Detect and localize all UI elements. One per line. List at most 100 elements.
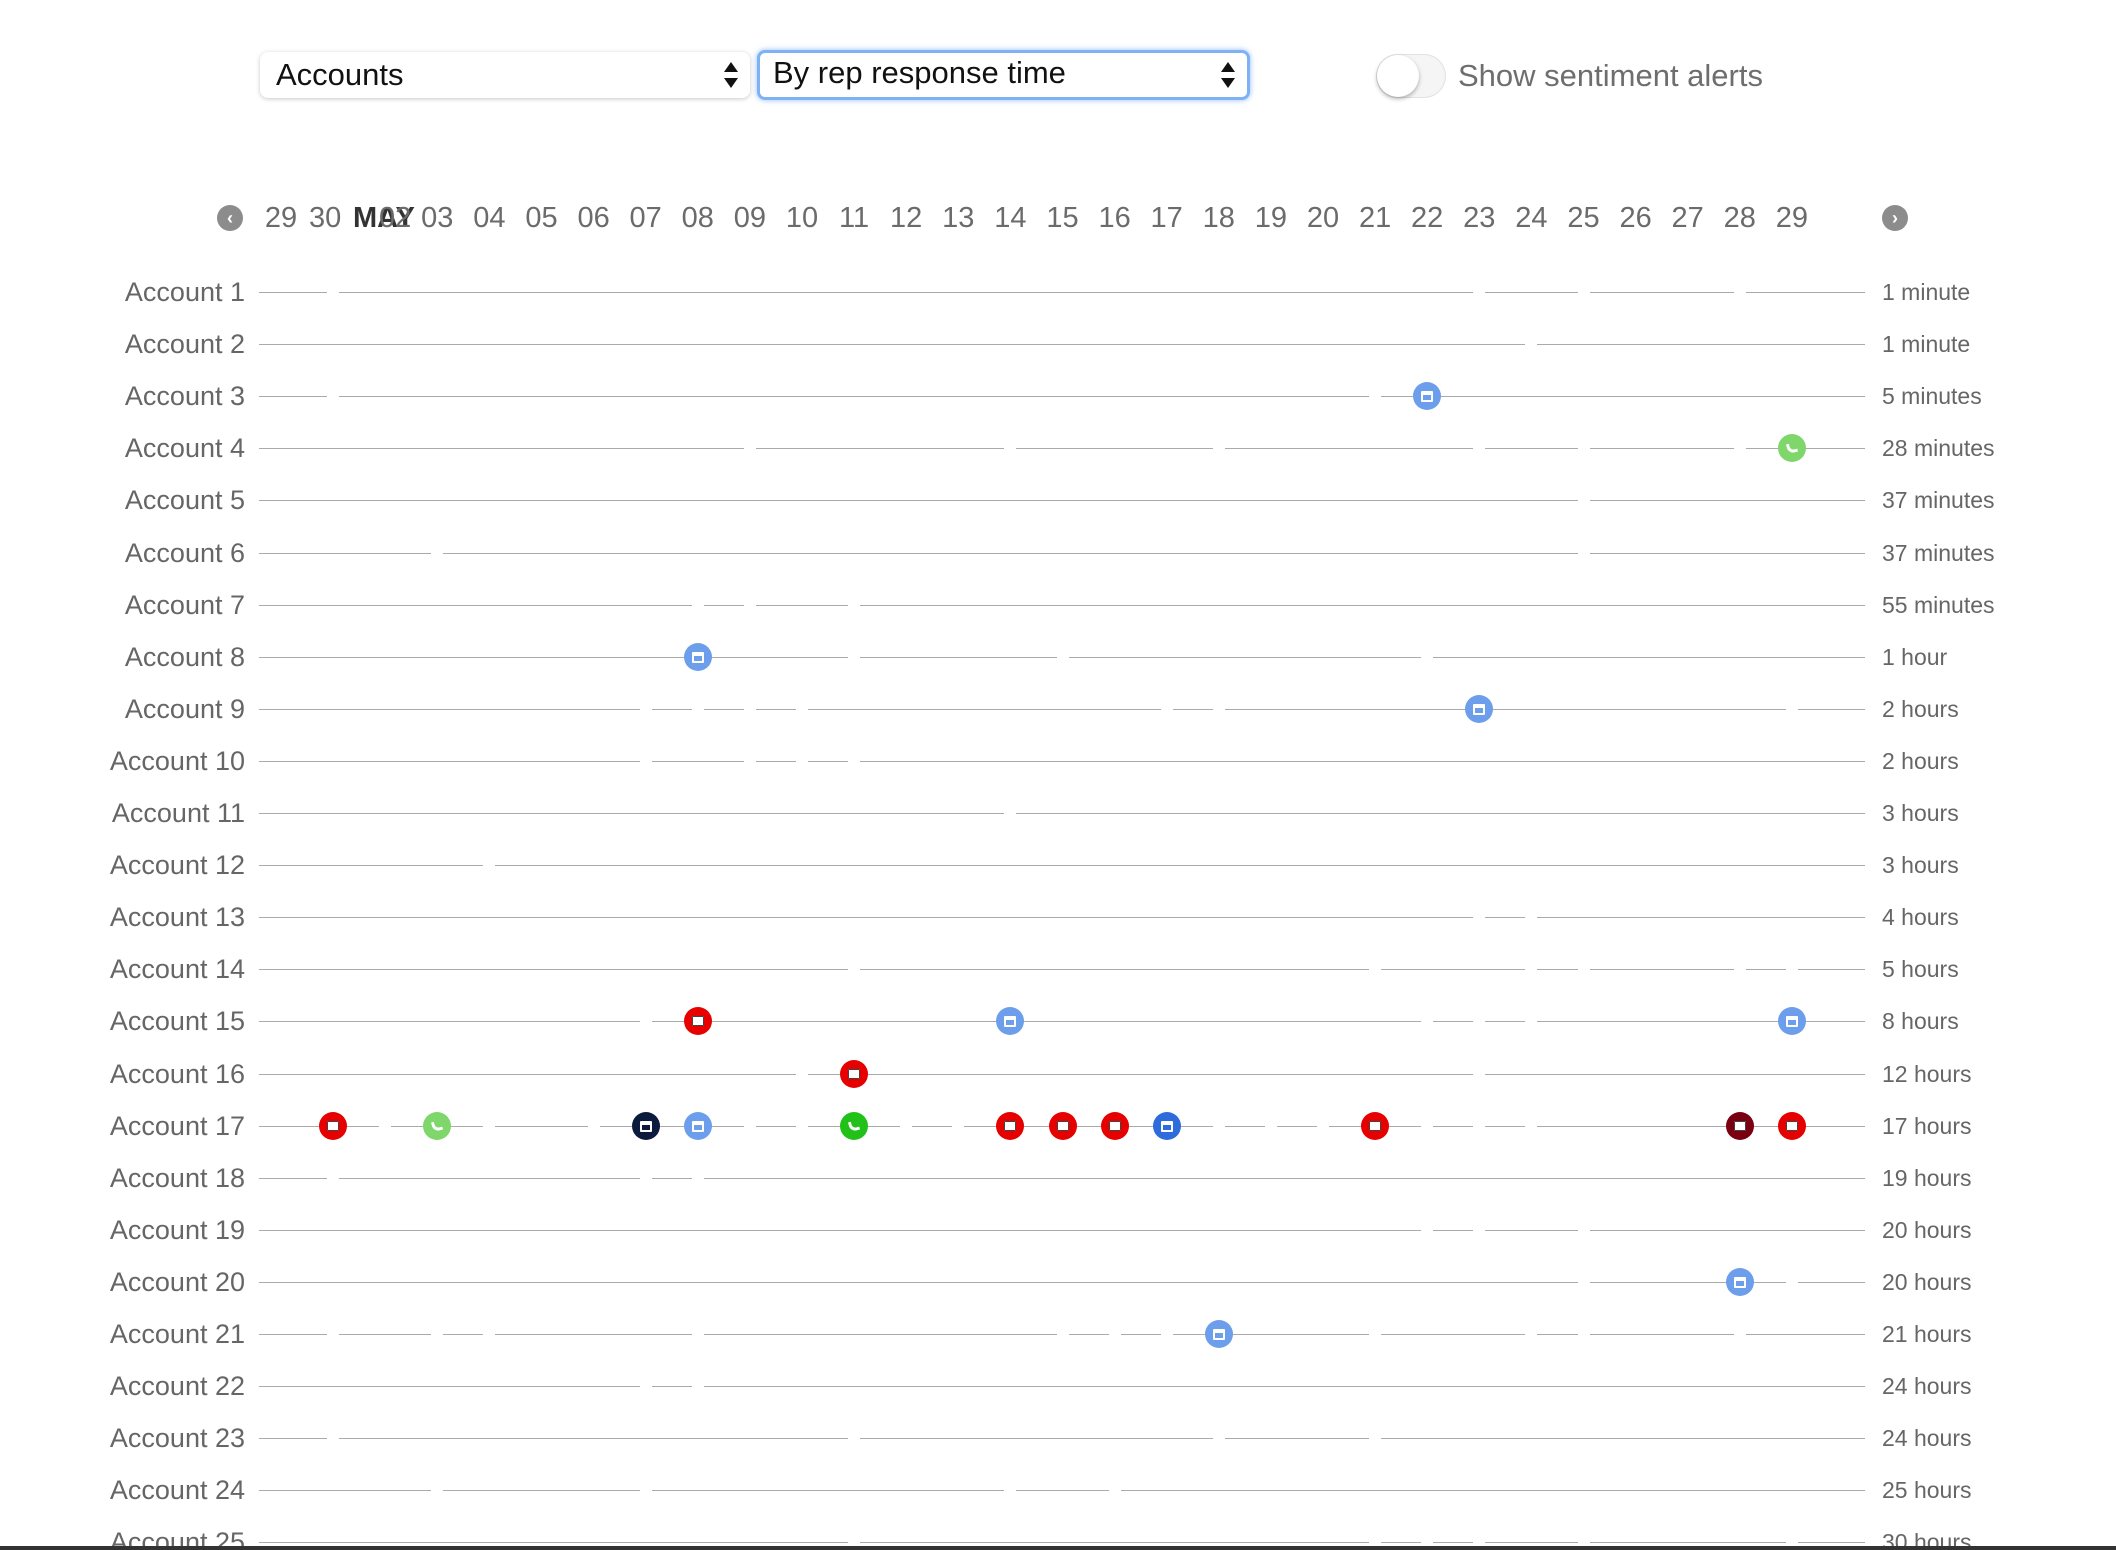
email-event-icon[interactable] (1413, 1112, 1441, 1140)
email-event-icon[interactable] (1465, 1112, 1493, 1140)
email-event-icon[interactable] (1465, 1060, 1493, 1088)
account-name[interactable]: Account 13 (109, 902, 245, 933)
account-name[interactable]: Account 6 (124, 537, 245, 568)
email-event-icon[interactable] (1570, 1268, 1598, 1296)
account-name[interactable]: Account 11 (111, 798, 245, 828)
email-event-icon[interactable] (892, 1112, 920, 1140)
email-event-icon[interactable] (1101, 1320, 1129, 1348)
email-event-icon[interactable] (683, 1007, 712, 1036)
email-event-icon[interactable] (1205, 1424, 1233, 1452)
email-event-icon[interactable] (1778, 1528, 1806, 1546)
email-event-icon[interactable] (1413, 1007, 1441, 1035)
email-event-icon[interactable] (1777, 1111, 1806, 1140)
account-name[interactable]: Account 2 (124, 329, 245, 360)
email-event-icon[interactable] (1570, 955, 1598, 983)
account-name[interactable]: Account 8 (124, 641, 245, 672)
email-event-icon[interactable] (423, 1476, 451, 1504)
email-event-icon[interactable] (1726, 1320, 1754, 1348)
email-event-icon[interactable] (788, 695, 816, 723)
account-name[interactable]: Account 21 (109, 1319, 245, 1349)
email-event-icon[interactable] (1205, 1112, 1233, 1140)
account-name[interactable]: Account 20 (109, 1266, 245, 1297)
email-event-icon[interactable] (319, 1320, 347, 1348)
email-event-icon[interactable] (1361, 1528, 1389, 1546)
email-event-icon[interactable] (1153, 695, 1181, 723)
account-name[interactable]: Account 24 (109, 1475, 245, 1506)
email-event-icon[interactable] (684, 1372, 712, 1400)
account-name[interactable]: Account 4 (124, 433, 245, 464)
email-event-icon[interactable] (1361, 1424, 1389, 1452)
email-event-icon[interactable] (1100, 1111, 1129, 1140)
account-name[interactable]: Account 16 (109, 1058, 245, 1089)
group-by-select[interactable]: Accounts (260, 52, 750, 98)
next-period-button[interactable]: › (1882, 205, 1908, 231)
email-event-icon[interactable] (1257, 1112, 1285, 1140)
email-event-icon[interactable] (788, 1060, 816, 1088)
email-event-icon[interactable] (996, 799, 1024, 827)
email-event-icon[interactable] (1413, 643, 1441, 671)
email-event-icon[interactable] (1465, 1007, 1493, 1035)
email-event-icon[interactable] (736, 434, 764, 462)
email-event-icon[interactable] (632, 1164, 660, 1192)
account-name[interactable]: Account 12 (109, 850, 245, 881)
email-event-icon[interactable] (1570, 1528, 1598, 1546)
account-name[interactable]: Account 10 (109, 745, 245, 776)
email-event-icon[interactable] (1517, 1112, 1545, 1140)
email-event-icon[interactable] (1517, 955, 1545, 983)
email-event-icon[interactable] (944, 1112, 972, 1140)
account-name[interactable]: Account 5 (124, 485, 245, 516)
email-event-icon[interactable] (840, 1528, 868, 1546)
account-name[interactable]: Account 3 (124, 381, 245, 412)
meeting-event-icon[interactable] (1725, 1267, 1754, 1296)
email-event-icon[interactable] (1517, 1320, 1545, 1348)
email-event-icon[interactable] (840, 643, 868, 671)
email-event-icon[interactable] (736, 1112, 764, 1140)
meeting-event-icon[interactable] (1777, 1007, 1806, 1036)
account-name[interactable]: Account 15 (109, 1006, 245, 1037)
email-event-icon[interactable] (1309, 1112, 1337, 1140)
email-event-icon[interactable] (840, 1059, 869, 1088)
email-event-icon[interactable] (1570, 486, 1598, 514)
email-event-icon[interactable] (1517, 330, 1545, 358)
email-event-icon[interactable] (632, 695, 660, 723)
email-event-icon[interactable] (632, 1007, 660, 1035)
email-event-icon[interactable] (1726, 434, 1754, 462)
email-event-icon[interactable] (1726, 278, 1754, 306)
email-event-icon[interactable] (580, 1112, 608, 1140)
email-event-icon[interactable] (1153, 1320, 1181, 1348)
meeting-event-icon[interactable] (1204, 1320, 1233, 1348)
email-event-icon[interactable] (684, 1164, 712, 1192)
account-name[interactable]: Account 1 (124, 277, 245, 307)
call-event-icon[interactable] (1777, 434, 1806, 463)
account-name[interactable]: Account 9 (124, 693, 245, 724)
email-event-icon[interactable] (684, 695, 712, 723)
email-event-icon[interactable] (632, 1372, 660, 1400)
email-event-icon[interactable] (1049, 643, 1077, 671)
meeting-event-icon[interactable] (996, 1007, 1025, 1036)
email-event-icon[interactable] (684, 591, 712, 619)
call-event-icon[interactable] (423, 1111, 452, 1140)
email-event-icon[interactable] (788, 1112, 816, 1140)
email-event-icon[interactable] (319, 278, 347, 306)
account-name[interactable]: Account 7 (124, 589, 245, 620)
email-event-icon[interactable] (1570, 1216, 1598, 1244)
email-event-icon[interactable] (840, 591, 868, 619)
email-event-icon[interactable] (1465, 278, 1493, 306)
email-event-icon[interactable] (423, 539, 451, 567)
email-event-icon[interactable] (1361, 382, 1389, 410)
email-event-icon[interactable] (1465, 1216, 1493, 1244)
email-event-icon[interactable] (1725, 1111, 1754, 1140)
email-event-icon[interactable] (1778, 955, 1806, 983)
email-event-icon[interactable] (371, 1112, 399, 1140)
email-event-icon[interactable] (1049, 1320, 1077, 1348)
meeting-event-icon[interactable] (683, 1111, 712, 1140)
prev-period-button[interactable]: ‹ (217, 205, 243, 231)
email-event-icon[interactable] (319, 382, 347, 410)
email-event-icon[interactable] (1465, 1528, 1493, 1546)
email-event-icon[interactable] (1361, 955, 1389, 983)
email-event-icon[interactable] (1517, 903, 1545, 931)
email-event-icon[interactable] (319, 1424, 347, 1452)
email-event-icon[interactable] (1570, 434, 1598, 462)
sentiment-alerts-toggle[interactable] (1376, 54, 1446, 98)
email-event-icon[interactable] (1205, 695, 1233, 723)
